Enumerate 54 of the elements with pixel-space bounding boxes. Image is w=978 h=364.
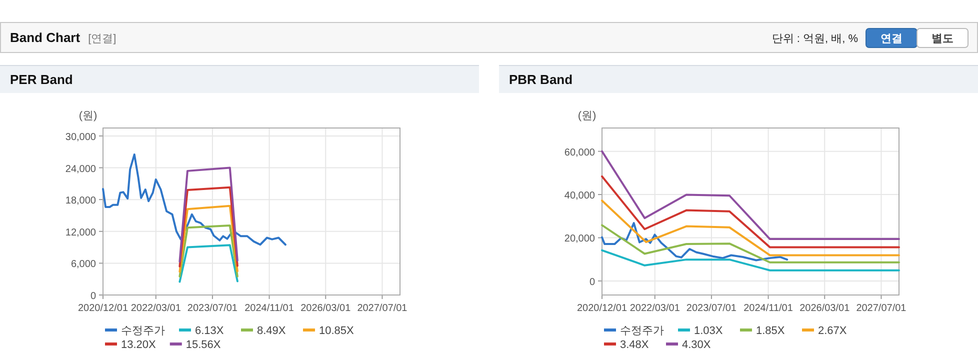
x-tick-label: 2024/11/01 [244, 303, 294, 314]
y-axis-title: (원) [578, 110, 596, 122]
y-tick-label: 18,000 [65, 196, 96, 207]
line-series [102, 154, 286, 246]
legend-label: 10.85X [319, 325, 355, 337]
text: 단위 : 억원, 배, % [772, 33, 858, 45]
legend-label: 6.13X [195, 325, 224, 337]
line-series [601, 150, 900, 240]
x-tick-label: 2022/03/01 [130, 303, 182, 314]
legend-label: 15.56X [186, 339, 222, 351]
line-series [178, 244, 238, 283]
y-tick-label: 12,000 [65, 227, 96, 238]
legend-label: 2.67X [818, 325, 848, 337]
legend-label: 수정주가 [121, 325, 165, 337]
legend-label: 1.03X [694, 325, 724, 337]
text: [연결] [88, 33, 116, 45]
x-tick-label: 2023/07/01 [187, 303, 238, 314]
x-tick-label: 2020/12/01 [576, 303, 628, 314]
x-tick-label: 2020/12/01 [78, 303, 128, 314]
line-series [601, 249, 900, 272]
x-tick-label: 2026/03/01 [300, 303, 352, 314]
legend-label: 13.20X [121, 339, 157, 351]
x-tick-label: 2022/03/01 [630, 303, 680, 314]
y-tick-label: 40,000 [564, 190, 596, 202]
x-tick-label: 2027/07/01 [357, 303, 408, 314]
x-tick-label: 2026/03/01 [800, 303, 850, 314]
line-series [601, 224, 900, 264]
legend-label: 4.30X [682, 339, 712, 351]
chart-title: PER Band [10, 72, 73, 87]
x-tick-label: 2024/11/01 [744, 303, 794, 314]
line-series [601, 175, 900, 248]
x-tick-label: 2027/07/01 [856, 303, 907, 314]
legend-label: 3.48X [620, 339, 650, 351]
text: 연결 [880, 33, 902, 45]
line-series [178, 166, 238, 263]
y-tick-label: 30,000 [65, 132, 96, 143]
y-tick-label: 24,000 [65, 164, 96, 175]
line-series [178, 186, 238, 268]
y-tick-label: 6,000 [70, 259, 96, 270]
legend-label: 1.85X [756, 325, 786, 337]
line-series [601, 222, 788, 262]
y-tick-label: 0 [90, 291, 96, 302]
text: Band Chart [10, 30, 81, 45]
line-series [178, 204, 238, 273]
text: 별도 [932, 33, 954, 45]
y-tick-label: 0 [589, 276, 596, 288]
y-tick-label: 20,000 [564, 234, 596, 245]
chart-title: PBR Band [509, 72, 573, 87]
y-tick-label: 60,000 [564, 147, 596, 158]
line-series [601, 200, 900, 256]
x-tick-label: 2023/07/01 [686, 303, 737, 314]
legend-label: 8.49X [257, 325, 286, 337]
y-axis-title: (원) [78, 110, 98, 122]
legend-label: 수정주가 [620, 325, 664, 337]
